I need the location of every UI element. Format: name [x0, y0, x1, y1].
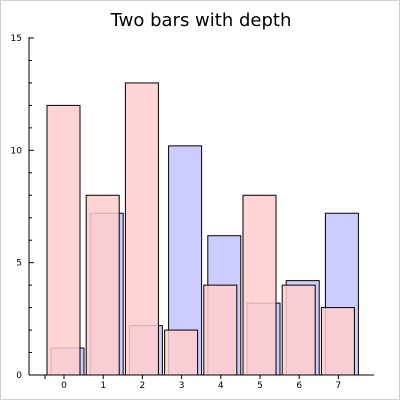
x-tick-label-5: 5 — [257, 381, 263, 391]
front-bar-1 — [85, 194, 120, 376]
x-tick-label-6: 6 — [296, 381, 302, 391]
y-tick-label-10: 10 — [11, 146, 23, 156]
front-bar-4 — [203, 284, 238, 376]
front-bar-5 — [242, 194, 277, 376]
axes: 0 5 10 15 0 1 2 3 4 5 6 7 — [11, 34, 374, 391]
chart-title: Two bars with depth — [110, 10, 292, 31]
x-tick-label-7: 7 — [336, 381, 342, 391]
y-tick-label-0: 0 — [16, 371, 22, 381]
front-bar-0 — [46, 104, 81, 376]
x-tick-label-0: 0 — [61, 381, 67, 391]
front-bar-6 — [281, 284, 316, 376]
front-bar-2 — [124, 82, 159, 376]
front-bar-7 — [320, 307, 355, 376]
x-tick-label-4: 4 — [218, 381, 224, 391]
x-tick-label-3: 3 — [179, 381, 185, 391]
y-tick-label-15: 15 — [11, 34, 22, 44]
front-bar-3 — [164, 329, 199, 376]
x-tick-label-2: 2 — [140, 381, 146, 391]
x-tick-label-1: 1 — [100, 381, 106, 391]
y-tick-label-5: 5 — [16, 259, 22, 269]
